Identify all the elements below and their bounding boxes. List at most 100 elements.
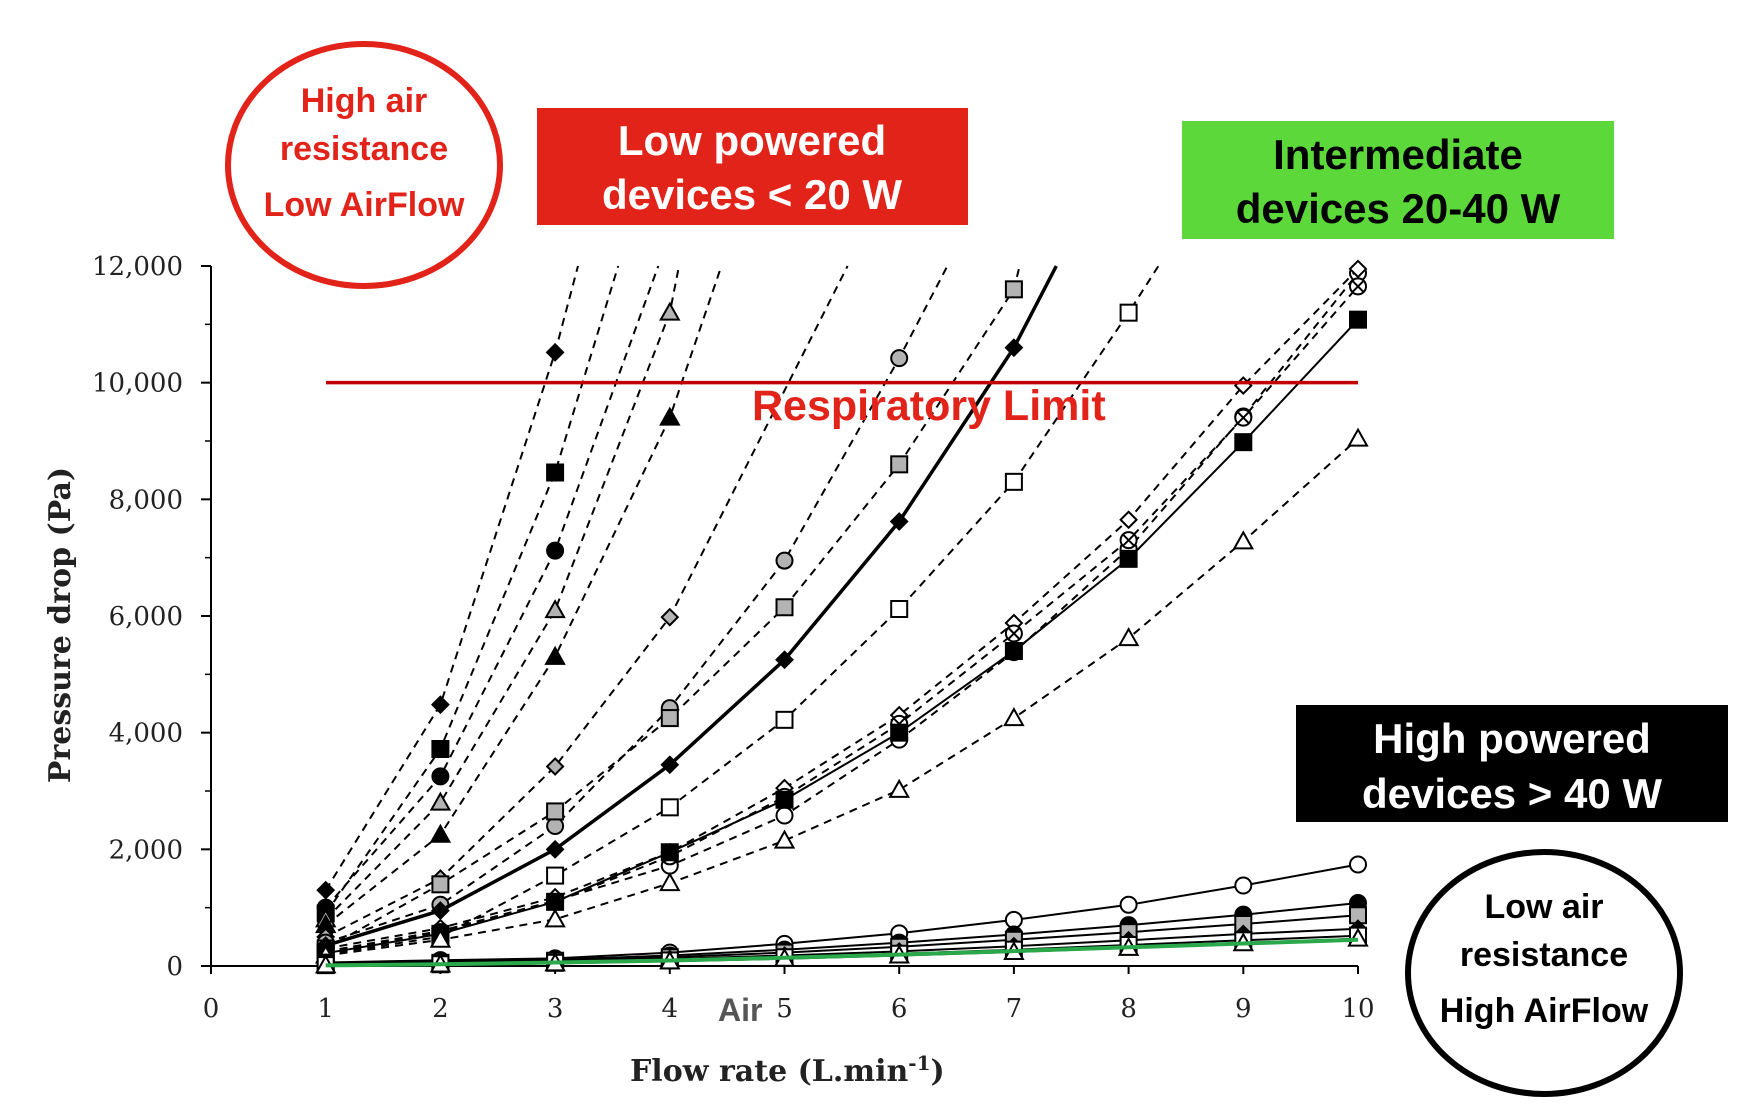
x-ticks: 0 1 2 3 4 5 6 7 8 9 10 [203,966,1375,1024]
air-label: Air [718,992,762,1028]
y-tick-label: 12,000 [92,252,183,282]
data-point [545,342,565,362]
y-tick-label: 0 [166,952,183,982]
data-point [431,875,450,894]
series-22 [325,937,1359,968]
data-point [1234,408,1253,427]
series-6 [316,265,849,947]
data-point [431,767,450,786]
data-point [545,757,565,776]
data-point [1348,259,1368,279]
data-point [890,455,909,474]
series-2 [316,265,620,923]
intermediate-bg [1182,121,1614,239]
high-powered-line-2: devices > 40 W [1362,770,1662,817]
data-point [429,928,452,948]
data-point [888,778,910,798]
series-line [324,265,680,921]
x-tick-label: 3 [547,994,564,1024]
series-line [325,265,723,926]
x-tick-label: 7 [1006,994,1023,1024]
data-point [1232,530,1255,550]
series-line [325,265,1058,948]
series-line [325,937,1359,968]
y-ticks: 0 2,000 4,000 6,000 8,000 10,000 12,000 [92,252,211,982]
low-resistance-circle [1405,849,1683,1097]
x-tick-label: 9 [1235,994,1252,1024]
y-tick-label: 4,000 [109,719,183,749]
series-line [325,265,949,944]
series-line [325,265,1160,956]
series-3 [316,265,660,917]
low-resistance-line-2: resistance [1460,936,1628,974]
data-point [1349,855,1367,874]
x-axis-title: Flow rate (L.min-1) [630,1051,945,1089]
data-point [775,650,794,670]
data-point [1234,433,1253,452]
data-point [660,843,679,862]
data-point [1119,549,1138,568]
data-point [430,901,450,920]
data-point [775,710,794,729]
y-tick-label: 10,000 [92,369,183,399]
x-tick-label: 6 [891,994,908,1024]
low-powered-box: Low powered devices < 20 W [537,108,968,225]
data-point [775,598,794,617]
data-point [1234,876,1253,895]
series-line [325,272,1359,953]
data-point [546,541,565,560]
x-tick-label: 1 [317,994,334,1024]
data-point [1004,472,1023,491]
data-point [1349,277,1367,296]
series-line [325,437,1359,957]
low-powered-line-2: devices < 20 W [602,171,902,218]
series-8 [316,265,1023,958]
axes: 0 2,000 4,000 6,000 8,000 10,000 12,000 0 1 2 3 4 5… [92,252,1375,1024]
intermediate-line-1: Intermediate [1273,131,1523,178]
data-point [659,872,681,892]
data-point [890,600,909,618]
series-layer [314,259,1369,975]
high-resistance-circle [225,41,503,289]
intermediate-line-2: devices 20-40 W [1236,185,1561,232]
series-line [325,268,1359,950]
y-axis-title: Pressure drop (Pa) [43,467,78,783]
data-point [546,892,565,911]
data-point [775,790,794,809]
series-4 [314,265,681,928]
data-point [1349,310,1367,329]
data-point [775,551,794,570]
series-line [324,265,579,891]
data-point [1004,280,1023,299]
series-11 [316,264,1367,961]
data-point [890,723,909,742]
high-powered-box: High powered devices > 40 W [1296,705,1728,822]
data-point [1004,338,1024,358]
data-point [1119,303,1138,322]
data-point [660,607,680,627]
data-point [429,823,452,843]
data-point [775,806,794,825]
data-point [545,839,565,859]
high-powered-bg [1296,705,1728,822]
data-point [429,791,452,811]
data-point [316,880,336,900]
series-line [325,902,1359,965]
data-point [431,740,450,758]
low-powered-line-1: Low powered [618,117,886,164]
data-point [544,908,566,928]
data-point [544,599,566,619]
data-point [660,709,679,728]
x-tick-label: 2 [432,994,449,1024]
data-point [546,463,565,482]
data-point [1119,531,1138,550]
x-tick-label: 10 [1341,994,1374,1024]
data-point [1347,427,1369,447]
series-line [324,265,660,909]
series-line [325,319,1359,955]
x-tick-label: 4 [662,994,679,1024]
series-5 [314,265,723,934]
series-7 [316,265,949,952]
low-resistance-line-3: High AirFlow [1440,992,1649,1030]
